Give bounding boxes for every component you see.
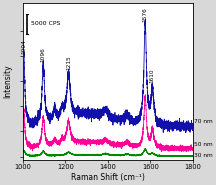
Text: 1096: 1096 (41, 47, 46, 62)
Text: 1004: 1004 (21, 39, 26, 54)
X-axis label: Raman Shift (cm⁻¹): Raman Shift (cm⁻¹) (71, 173, 145, 181)
Text: 5000 CPS: 5000 CPS (31, 21, 60, 26)
Text: 1215: 1215 (66, 56, 71, 70)
Y-axis label: Intensity: Intensity (3, 65, 13, 98)
Text: 1610: 1610 (150, 69, 155, 83)
Text: 70 nm: 70 nm (194, 119, 213, 124)
Text: 30 nm: 30 nm (194, 152, 213, 157)
Text: 1576: 1576 (143, 7, 148, 22)
Text: 50 nm: 50 nm (194, 142, 213, 147)
